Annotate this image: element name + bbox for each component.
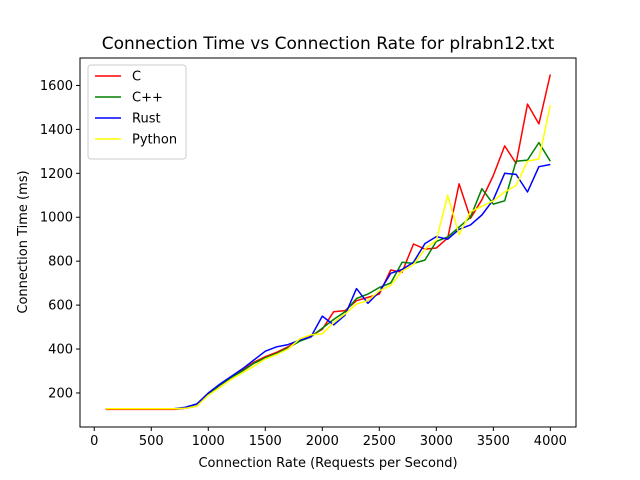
y-tick-label: 400 bbox=[48, 343, 73, 358]
x-tick-label: 3500 bbox=[477, 434, 510, 449]
x-tick-label: 0 bbox=[90, 434, 98, 449]
plot-frame bbox=[79, 57, 577, 428]
legend-box bbox=[87, 64, 187, 160]
axis-ticks: 0 500 1000 1500 2000 2500 3000 3500 4000 200 400 60… bbox=[40, 79, 567, 449]
y-tick-label: 1400 bbox=[40, 123, 73, 138]
chart-title: Connection Time vs Connection Rate for p… bbox=[102, 34, 555, 54]
x-tick-label: 4000 bbox=[534, 434, 567, 449]
x-tick-label: 500 bbox=[139, 434, 164, 449]
y-tick-label: 800 bbox=[48, 255, 73, 270]
y-tick-label: 1200 bbox=[40, 167, 73, 182]
series-lines bbox=[105, 74, 552, 411]
x-tick-label: 2000 bbox=[306, 434, 339, 449]
x-tick-label: 2500 bbox=[363, 434, 396, 449]
y-tick-label: 600 bbox=[48, 299, 73, 314]
x-axis-label: Connection Rate (Requests per Second) bbox=[198, 456, 457, 471]
y-tick-label: 1000 bbox=[40, 211, 73, 226]
series-line-python bbox=[105, 105, 552, 410]
legend-label-rust: Rust bbox=[132, 112, 161, 127]
y-tick-label: 200 bbox=[48, 386, 73, 401]
legend-label-c: C++ bbox=[132, 91, 163, 106]
legend-label-python: Python bbox=[132, 133, 177, 148]
x-tick-label: 1500 bbox=[249, 434, 282, 449]
x-tick-label: 3000 bbox=[420, 434, 453, 449]
legend-label-c: C bbox=[132, 70, 141, 85]
legend: C C++ Rust Python bbox=[87, 64, 187, 160]
y-tick-label: 1600 bbox=[40, 79, 73, 94]
y-axis-label: Connection Time (ms) bbox=[16, 170, 31, 313]
x-tick-label: 1000 bbox=[192, 434, 225, 449]
